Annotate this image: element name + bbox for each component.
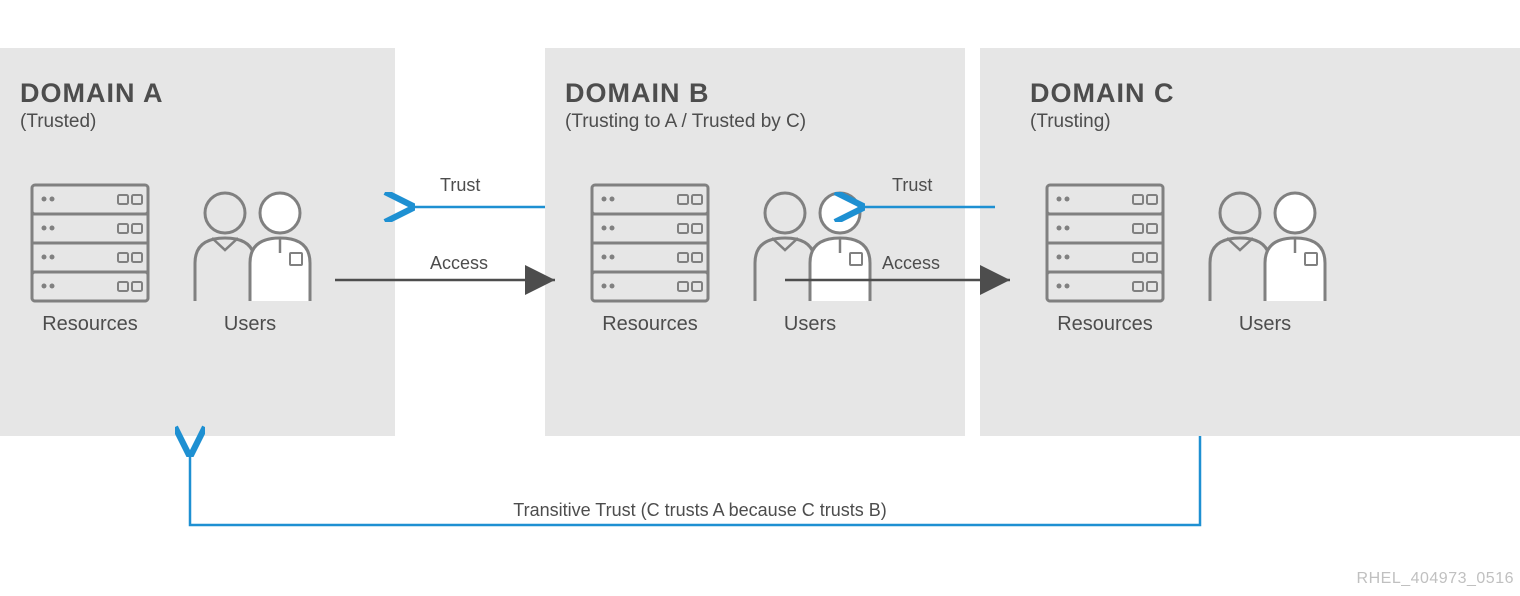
- resources-label: Resources: [1057, 313, 1153, 336]
- users-label: Users: [1239, 313, 1291, 336]
- resources-label: Resources: [42, 313, 138, 336]
- domain-a-title: DOMAIN A: [20, 78, 375, 109]
- resources-label: Resources: [602, 313, 698, 336]
- domain-a-box: DOMAIN A (Trusted) Resources Users: [0, 48, 395, 436]
- domain-a-resources: Resources: [30, 183, 150, 336]
- domain-b-resources: Resources: [590, 183, 710, 336]
- domain-b-users: Users: [730, 183, 890, 336]
- domain-b-box: DOMAIN B (Trusting to A / Trusted by C) …: [545, 48, 965, 436]
- domain-b-title: DOMAIN B: [565, 78, 945, 109]
- access-ab-label: Access: [430, 253, 488, 274]
- domain-c-resources: Resources: [1045, 183, 1165, 336]
- domain-c-subtitle: (Trusting): [1030, 111, 1500, 133]
- transitive-label: Transitive Trust (C trusts A because C t…: [440, 500, 960, 521]
- trust-ab-label: Trust: [440, 175, 480, 196]
- domain-c-title: DOMAIN C: [1030, 78, 1500, 109]
- users-icon: [170, 183, 330, 303]
- server-icon: [30, 183, 150, 303]
- domain-a-subtitle: (Trusted): [20, 111, 375, 133]
- footer-id: RHEL_404973_0516: [1357, 570, 1514, 588]
- access-bc-label: Access: [882, 253, 940, 274]
- users-label: Users: [784, 313, 836, 336]
- users-label: Users: [224, 313, 276, 336]
- trust-bc-label: Trust: [892, 175, 932, 196]
- domain-c-users: Users: [1185, 183, 1345, 336]
- domain-a-users: Users: [170, 183, 330, 336]
- domain-c-box: DOMAIN C (Trusting) Resources Users: [980, 48, 1520, 436]
- server-icon: [1045, 183, 1165, 303]
- users-icon: [730, 183, 890, 303]
- users-icon: [1185, 183, 1345, 303]
- server-icon: [590, 183, 710, 303]
- domain-b-subtitle: (Trusting to A / Trusted by C): [565, 111, 945, 133]
